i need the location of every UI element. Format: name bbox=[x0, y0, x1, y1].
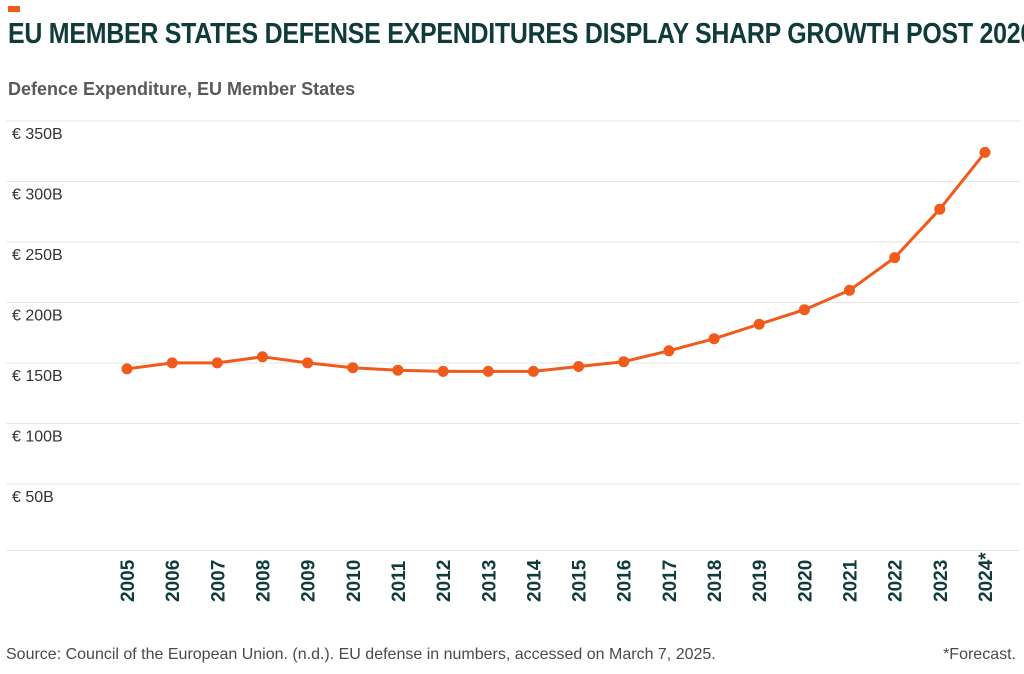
data-point bbox=[482, 365, 494, 377]
x-tick-label: 2017 bbox=[660, 560, 681, 602]
data-point bbox=[211, 357, 223, 369]
x-axis-tick-labels: 2005 2006 2007 2008 2009 2010 2011 2012 2013 2014… bbox=[118, 552, 997, 602]
x-tick-label: 2013 bbox=[479, 560, 500, 602]
data-point bbox=[302, 357, 314, 369]
accent-bar bbox=[8, 6, 20, 12]
data-point bbox=[753, 318, 765, 330]
series-layer bbox=[121, 146, 991, 377]
x-tick-label: 2014 bbox=[524, 559, 545, 602]
data-point bbox=[166, 357, 178, 369]
chart-title: EU MEMBER STATES DEFENSE EXPENDITURES DI… bbox=[8, 18, 1024, 50]
y-tick-label: € 150B bbox=[12, 368, 63, 385]
chart-subtitle: Defence Expenditure, EU Member States bbox=[8, 79, 356, 99]
grid-layer bbox=[6, 120, 1020, 551]
y-tick-label: € 50B bbox=[12, 489, 54, 506]
data-point bbox=[708, 333, 720, 345]
data-point bbox=[979, 146, 991, 158]
data-point bbox=[934, 203, 946, 215]
x-tick-label: 2024* bbox=[976, 552, 997, 602]
x-tick-label: 2020 bbox=[795, 560, 816, 602]
data-point bbox=[437, 365, 449, 377]
line-chart: € 350B € 300B € 250B € 200B € 150B € 100B € 50… bbox=[6, 120, 1020, 602]
x-tick-label: 2023 bbox=[931, 560, 952, 602]
y-tick-label: € 200B bbox=[12, 308, 63, 325]
data-point bbox=[844, 284, 855, 296]
x-tick-label: 2018 bbox=[705, 560, 726, 602]
forecast-note: *Forecast. bbox=[943, 646, 1016, 663]
y-tick-label: € 100B bbox=[12, 429, 63, 446]
data-point bbox=[347, 362, 359, 374]
x-tick-label: 2005 bbox=[118, 559, 139, 602]
data-point bbox=[527, 365, 539, 377]
x-tick-label: 2010 bbox=[344, 560, 365, 602]
data-point bbox=[798, 304, 810, 316]
data-point bbox=[573, 361, 585, 372]
x-tick-label: 2006 bbox=[163, 560, 184, 602]
y-tick-label: € 300B bbox=[12, 187, 63, 204]
data-point bbox=[889, 252, 901, 264]
source-note: Source: Council of the European Union. (… bbox=[6, 646, 716, 663]
data-point bbox=[663, 345, 675, 357]
series-line bbox=[125, 150, 987, 373]
x-tick-label: 2007 bbox=[208, 560, 229, 602]
x-tick-label: 2022 bbox=[886, 560, 907, 602]
x-tick-label: 2009 bbox=[299, 560, 320, 602]
y-tick-label: € 250B bbox=[12, 247, 63, 264]
x-tick-label: 2015 bbox=[570, 559, 591, 602]
data-point bbox=[392, 364, 404, 376]
x-tick-label: 2021 bbox=[841, 559, 862, 602]
x-tick-label: 2008 bbox=[253, 560, 274, 602]
x-tick-label: 2012 bbox=[434, 560, 455, 602]
data-point bbox=[257, 351, 268, 363]
y-tick-label: € 350B bbox=[12, 126, 63, 143]
data-point bbox=[121, 363, 133, 375]
x-tick-label: 2019 bbox=[750, 560, 771, 602]
x-tick-label: 2011 bbox=[389, 560, 410, 602]
x-tick-label: 2016 bbox=[615, 560, 636, 602]
data-point bbox=[618, 356, 630, 368]
y-axis-tick-labels: € 350B € 300B € 250B € 200B € 150B € 100B € 50… bbox=[12, 126, 63, 506]
